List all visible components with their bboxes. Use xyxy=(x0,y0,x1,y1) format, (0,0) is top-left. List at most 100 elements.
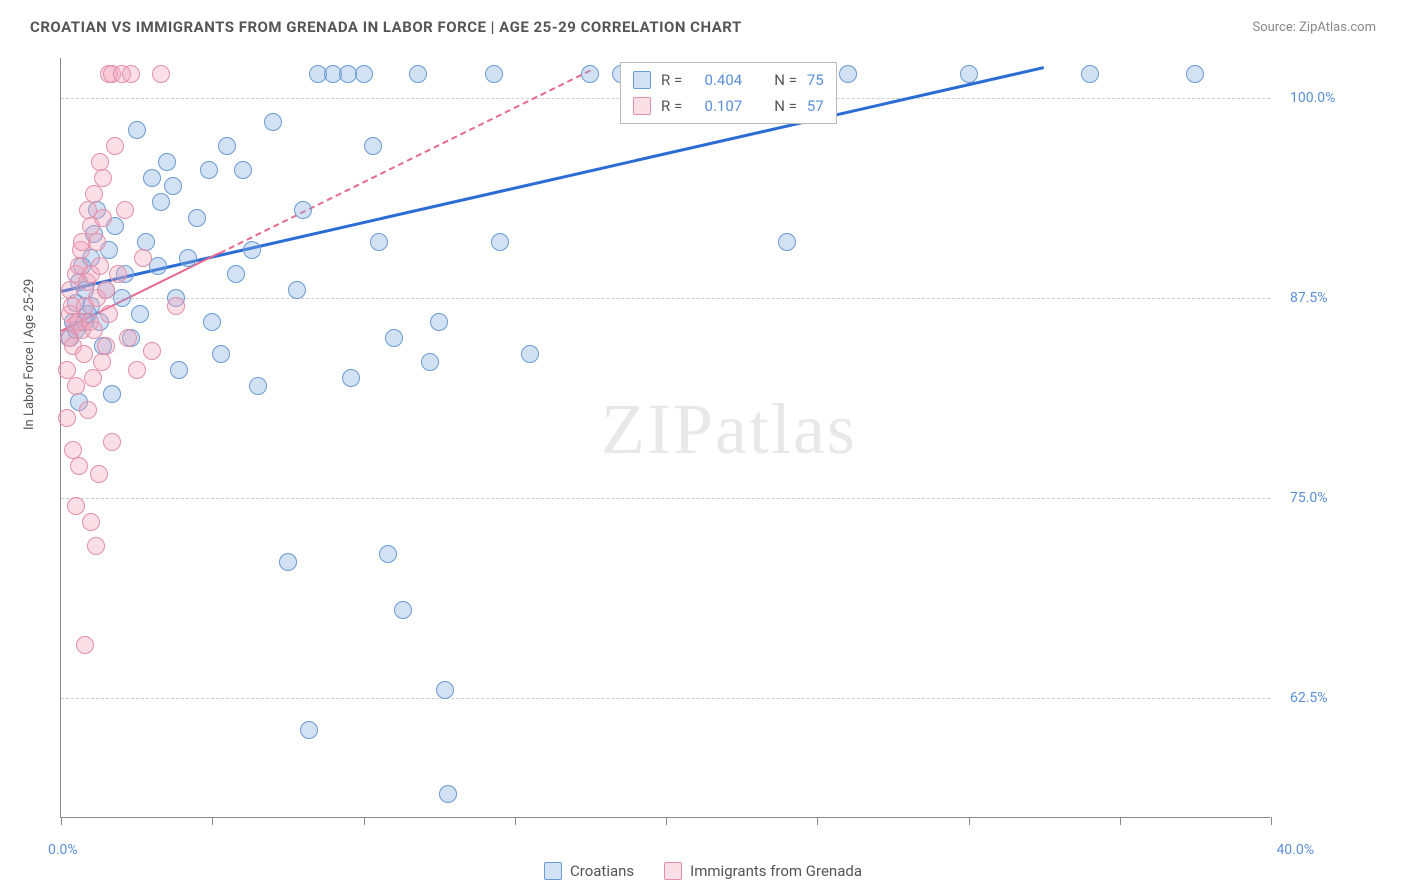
data-point xyxy=(300,721,318,739)
gridline xyxy=(61,298,1270,299)
trend-line-dashed xyxy=(219,69,590,253)
legend-r-label: R = xyxy=(661,67,682,93)
data-point xyxy=(288,281,306,299)
data-point xyxy=(218,137,236,155)
data-point xyxy=(94,209,112,227)
data-point xyxy=(355,65,373,83)
data-point xyxy=(342,369,360,387)
data-point xyxy=(485,65,503,83)
x-tick xyxy=(515,817,516,825)
legend-row: R =0.404N =75 xyxy=(633,67,824,93)
watermark-bold: ZIP xyxy=(601,389,715,469)
data-point xyxy=(778,233,796,251)
data-point xyxy=(394,601,412,619)
data-point xyxy=(264,113,282,131)
data-point xyxy=(203,313,221,331)
data-point xyxy=(88,233,106,251)
legend-n-label: N = xyxy=(774,67,797,93)
x-tick xyxy=(61,817,62,825)
y-tick-label: 75.0% xyxy=(1290,490,1328,506)
data-point xyxy=(134,249,152,267)
data-point xyxy=(436,681,454,699)
data-point xyxy=(90,465,108,483)
data-point xyxy=(93,353,111,371)
correlation-legend: R =0.404N =75R =0.107N =57 xyxy=(620,62,837,124)
legend-item-grenada: Immigrants from Grenada xyxy=(664,862,862,880)
data-point xyxy=(128,361,146,379)
data-point xyxy=(131,305,149,323)
x-axis-max-label: 40.0% xyxy=(1276,842,1314,858)
data-point xyxy=(379,545,397,563)
x-tick xyxy=(364,817,365,825)
legend-n-label: N = xyxy=(774,93,797,119)
watermark-thin: atlas xyxy=(715,389,857,469)
legend-label: Croatians xyxy=(570,862,634,880)
data-point xyxy=(119,329,137,347)
data-point xyxy=(243,241,261,259)
gridline xyxy=(61,498,1270,499)
x-axis-min-label: 0.0% xyxy=(48,842,78,858)
data-point xyxy=(294,201,312,219)
data-point xyxy=(75,345,93,363)
data-point xyxy=(152,193,170,211)
data-point xyxy=(109,265,127,283)
data-point xyxy=(167,297,185,315)
data-point xyxy=(58,409,76,427)
legend-r-value: 0.404 xyxy=(692,67,742,93)
legend-item-croatians: Croatians xyxy=(544,862,634,880)
data-point xyxy=(1081,65,1099,83)
data-point xyxy=(67,377,85,395)
data-point xyxy=(70,457,88,475)
data-point xyxy=(421,353,439,371)
chart-source: Source: ZipAtlas.com xyxy=(1252,20,1376,35)
scatter-plot-area: ZIPatlas xyxy=(60,58,1270,818)
data-point xyxy=(279,553,297,571)
data-point xyxy=(84,369,102,387)
data-point xyxy=(103,385,121,403)
data-point xyxy=(106,137,124,155)
legend-swatch-icon xyxy=(633,71,651,89)
legend-swatch-icon xyxy=(664,862,682,880)
legend-r-value: 0.107 xyxy=(692,93,742,119)
y-tick-label: 100.0% xyxy=(1290,90,1335,106)
y-axis-title: In Labor Force | Age 25-29 xyxy=(22,279,37,430)
x-tick xyxy=(212,817,213,825)
legend-swatch-icon xyxy=(633,97,651,115)
data-point xyxy=(364,137,382,155)
legend-swatch-icon xyxy=(544,862,562,880)
data-point xyxy=(839,65,857,83)
data-point xyxy=(164,177,182,195)
data-point xyxy=(491,233,509,251)
x-tick xyxy=(666,817,667,825)
data-point xyxy=(97,281,115,299)
data-point xyxy=(143,169,161,187)
data-point xyxy=(409,65,427,83)
data-point xyxy=(158,153,176,171)
data-point xyxy=(170,361,188,379)
legend-row: R =0.107N =57 xyxy=(633,93,824,119)
chart-title: CROATIAN VS IMMIGRANTS FROM GRENADA IN L… xyxy=(30,18,742,36)
data-point xyxy=(67,497,85,515)
data-point xyxy=(370,233,388,251)
data-point xyxy=(85,321,103,339)
data-point xyxy=(79,401,97,419)
legend-label: Immigrants from Grenada xyxy=(690,862,862,880)
data-point xyxy=(385,329,403,347)
data-point xyxy=(234,161,252,179)
data-point xyxy=(200,161,218,179)
data-point xyxy=(85,185,103,203)
data-point xyxy=(188,209,206,227)
data-point xyxy=(94,169,112,187)
data-point xyxy=(103,433,121,451)
data-point xyxy=(87,537,105,555)
data-point xyxy=(116,201,134,219)
data-point xyxy=(137,233,155,251)
x-tick xyxy=(1120,817,1121,825)
x-tick xyxy=(1271,817,1272,825)
data-point xyxy=(82,513,100,531)
data-point xyxy=(97,337,115,355)
series-legend: Croatians Immigrants from Grenada xyxy=(0,862,1406,880)
gridline xyxy=(61,698,1270,699)
legend-n-value: 57 xyxy=(807,93,824,119)
data-point xyxy=(960,65,978,83)
